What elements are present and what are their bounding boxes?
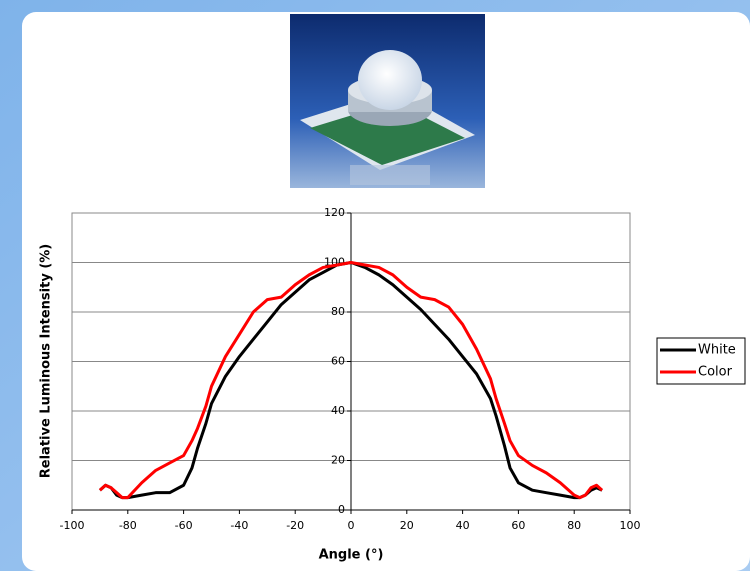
y-tick-label: 120: [324, 206, 345, 219]
legend-label: Color: [698, 365, 733, 380]
x-axis-title: Angle (°): [319, 548, 384, 563]
x-tick-label: -20: [286, 519, 304, 532]
x-tick-label: -80: [119, 519, 137, 532]
x-tick-label: 80: [567, 519, 581, 532]
x-tick-label: -40: [230, 519, 248, 532]
y-tick-label: 40: [331, 404, 345, 417]
y-axis-title: Relative Luminous Intensity (%): [39, 244, 54, 478]
legend-label: White: [698, 343, 736, 358]
x-tick-label: 60: [511, 519, 525, 532]
x-tick-label: 20: [400, 519, 414, 532]
x-tick-label: 0: [348, 519, 355, 532]
y-tick-label: 60: [331, 355, 345, 368]
x-tick-label: -60: [175, 519, 193, 532]
slide: Angle (°) Relative Luminous Intensity (%…: [0, 0, 750, 571]
led-photo: [290, 14, 485, 188]
y-tick-label: 80: [331, 305, 345, 318]
x-tick-label: 40: [456, 519, 470, 532]
y-tick-label: 20: [331, 454, 345, 467]
x-tick-label: -100: [60, 519, 85, 532]
x-tick-label: 100: [620, 519, 641, 532]
